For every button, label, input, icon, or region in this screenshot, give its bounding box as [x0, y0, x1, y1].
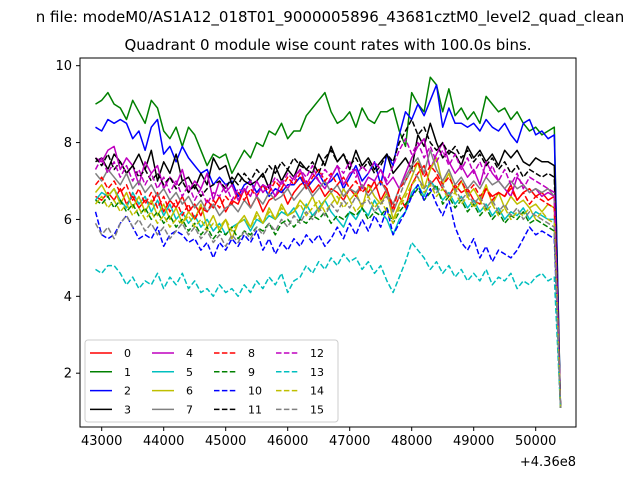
legend-label-5: 5 [186, 366, 193, 379]
x-tick-label: 44000 [143, 434, 184, 449]
legend-frame [84, 339, 339, 423]
legend-label-6: 6 [186, 385, 193, 398]
series-line-13 [95, 241, 562, 408]
series-line-4 [95, 137, 562, 408]
series-layer [94, 76, 562, 408]
y-tick-label: 4 [64, 290, 72, 305]
series-line-10 [94, 184, 562, 408]
chart-suptitle: n file: modeM0/AS1A12_018T01_9000005896_… [36, 8, 625, 27]
series-line-1 [95, 76, 562, 408]
series-line-7 [94, 149, 562, 408]
y-tick-label: 8 [64, 136, 72, 151]
legend-label-8: 8 [248, 347, 255, 360]
legend-label-0: 0 [124, 347, 131, 360]
legend-label-15: 15 [310, 403, 324, 416]
legend-label-12: 12 [310, 347, 324, 360]
x-tick-label: 47000 [329, 434, 370, 449]
legend-label-2: 2 [124, 385, 131, 398]
x-tick-label: 48000 [391, 434, 432, 449]
series-line-8 [94, 161, 562, 408]
x-tick-label: 46000 [267, 434, 308, 449]
series-line-15 [94, 168, 562, 408]
y-tick-label: 2 [64, 367, 72, 382]
axes-layer: 43000 44000 45000 46000 47000 48000 49000 50000… [55, 59, 556, 449]
series-line-11 [94, 118, 562, 408]
x-offset-label: +4.36e8 [520, 455, 576, 470]
series-line-6 [94, 157, 562, 408]
legend-label-3: 3 [124, 403, 131, 416]
series-line-9 [95, 184, 562, 408]
legend-label-1: 1 [124, 366, 131, 379]
legend-label-13: 13 [310, 366, 324, 379]
x-tick-label: 45000 [205, 434, 246, 449]
y-tick-label: 6 [64, 213, 72, 228]
series-line-5 [94, 180, 562, 408]
series-line-12 [94, 137, 562, 408]
legend-label-4: 4 [186, 347, 193, 360]
plot-frame [79, 57, 577, 428]
x-tick-label: 43000 [81, 434, 122, 449]
legend-label-14: 14 [310, 385, 324, 398]
legend-label-7: 7 [186, 403, 193, 416]
x-tick-label: 50000 [515, 434, 556, 449]
x-tick-label: 49000 [453, 434, 494, 449]
y-tick-label: 10 [55, 59, 72, 74]
legend-label-9: 9 [248, 366, 255, 379]
series-line-0 [95, 164, 562, 408]
series-line-14 [94, 176, 562, 408]
legend-label-10: 10 [248, 385, 262, 398]
legend-label-11: 11 [248, 403, 262, 416]
series-line-3 [95, 122, 562, 408]
chart-title: Quadrant 0 module wise count rates with … [124, 36, 531, 54]
